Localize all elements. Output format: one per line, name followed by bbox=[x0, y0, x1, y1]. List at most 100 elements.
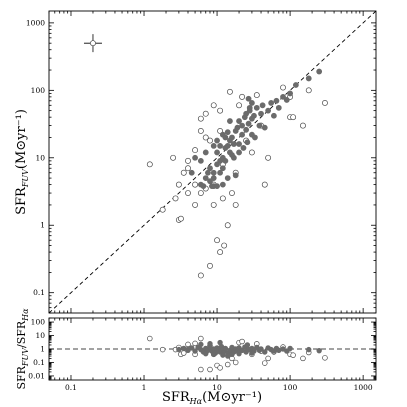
x-tick-label: 100 bbox=[283, 383, 298, 392]
ratio-y-tick-label: 0.1 bbox=[33, 358, 45, 367]
data-point-filled bbox=[245, 95, 252, 102]
data-point-open bbox=[214, 237, 221, 244]
ratio-point-open bbox=[322, 355, 328, 361]
main-y-tick-labels: 0.1 1 10 100 1000 bbox=[26, 18, 45, 297]
ratio-point-open bbox=[290, 352, 296, 358]
ratio-point-filled bbox=[262, 349, 268, 355]
data-point-filled bbox=[232, 172, 239, 179]
data-point-open bbox=[207, 137, 213, 144]
ratio-point-filled bbox=[249, 350, 255, 356]
x-title-unit: (M⊙yr⁻¹) bbox=[202, 390, 262, 405]
data-point-filled bbox=[243, 126, 250, 133]
ratio-y-tick-label: 0.01 bbox=[28, 371, 45, 380]
data-point-filled bbox=[236, 149, 242, 156]
data-point-open bbox=[210, 201, 217, 208]
data-point-filled bbox=[292, 82, 299, 88]
ratio-point-open bbox=[224, 361, 231, 368]
ratio-point-filled bbox=[287, 345, 293, 352]
data-point-filled bbox=[245, 120, 252, 127]
data-point-filled bbox=[210, 169, 217, 176]
data-point-filled bbox=[230, 141, 237, 147]
ratio-y-ticks bbox=[49, 317, 376, 381]
data-point-open bbox=[180, 169, 187, 176]
data-point-open bbox=[265, 154, 272, 161]
data-point-open bbox=[185, 157, 191, 164]
data-point-filled bbox=[217, 169, 223, 176]
data-point-open bbox=[321, 100, 328, 106]
ratio-point-open bbox=[265, 355, 271, 362]
data-point-filled bbox=[275, 104, 282, 111]
ratio-point-filled bbox=[229, 351, 235, 358]
ratio-point-open bbox=[181, 350, 187, 356]
data-point-filled bbox=[207, 165, 213, 172]
data-point-open bbox=[217, 249, 224, 256]
data-point-filled bbox=[252, 134, 258, 141]
data-point-open bbox=[239, 93, 246, 100]
data-point-open bbox=[192, 147, 199, 154]
data-point-open bbox=[229, 190, 235, 197]
ratio-point-filled bbox=[207, 340, 213, 347]
ratio-y-tick-label: 100 bbox=[31, 318, 46, 327]
data-point-filled bbox=[224, 175, 231, 181]
data-point-filled bbox=[229, 152, 235, 158]
data-point-filled bbox=[259, 102, 266, 109]
main-y-title-main: SFR bbox=[14, 186, 29, 215]
data-point-filled bbox=[200, 183, 207, 190]
data-point-filled bbox=[251, 112, 257, 119]
ratio-y-axis-title: SFRFUV/SFRHα bbox=[15, 308, 30, 390]
ratio-point-open bbox=[185, 341, 191, 348]
data-point-filled bbox=[192, 154, 198, 161]
ratio-point-open bbox=[159, 346, 166, 353]
data-point-open bbox=[248, 149, 255, 156]
data-point-filled bbox=[197, 157, 204, 164]
data-point-filled bbox=[207, 178, 213, 185]
data-point-open bbox=[192, 181, 199, 188]
ratio-point-filled bbox=[211, 351, 217, 358]
x-title-sub: Hα bbox=[189, 397, 203, 406]
data-point-open bbox=[221, 242, 228, 249]
data-point-open bbox=[253, 92, 260, 99]
data-point-filled bbox=[210, 143, 217, 149]
data-point-open bbox=[232, 201, 239, 208]
data-point-open bbox=[224, 222, 231, 229]
ratio-point-filled bbox=[306, 346, 312, 353]
main-y-tick-label: 1 bbox=[40, 221, 45, 230]
data-point-filled bbox=[265, 107, 272, 114]
data-point-open bbox=[207, 262, 213, 269]
data-point-open bbox=[305, 87, 312, 94]
main-y-axis-title: SFRFUV(M⊙yr⁻¹) bbox=[14, 109, 30, 215]
main-plot-frame bbox=[48, 10, 377, 314]
data-point-filled bbox=[222, 157, 229, 164]
ratio-y-title-sub: FUV bbox=[21, 347, 30, 367]
ratio-point-filled bbox=[192, 348, 198, 354]
data-point-open bbox=[202, 134, 209, 141]
data-point-filled bbox=[219, 181, 226, 188]
ratio-point-open bbox=[198, 366, 204, 373]
data-point-filled bbox=[214, 149, 220, 156]
ratio-point-filled bbox=[198, 341, 204, 348]
main-panel: 0.1 1 10 100 1000 bbox=[26, 10, 377, 314]
ratio-point-open bbox=[262, 360, 268, 366]
ratio-point-filled bbox=[203, 350, 209, 357]
data-point-filled bbox=[219, 131, 226, 138]
data-point-filled bbox=[280, 93, 286, 100]
ratio-y-tick-label: 10 bbox=[35, 331, 45, 340]
ratio-point-filled bbox=[217, 339, 223, 346]
data-point-open bbox=[261, 181, 268, 188]
main-y-ticks bbox=[49, 22, 376, 314]
data-point-filled bbox=[227, 118, 233, 124]
data-point-filled bbox=[229, 134, 235, 141]
data-point-filled bbox=[224, 143, 231, 149]
ratio-point-open bbox=[147, 335, 153, 342]
x-tick-label: 1000 bbox=[354, 383, 373, 392]
data-point-open bbox=[290, 114, 297, 121]
data-point-open bbox=[210, 102, 217, 109]
data-point-open bbox=[185, 165, 191, 172]
data-point-filled bbox=[217, 143, 223, 149]
data-point-filled bbox=[261, 124, 268, 131]
ratio-y-tick-label: 1 bbox=[40, 345, 45, 354]
data-point-open bbox=[146, 161, 153, 168]
data-point-filled bbox=[249, 100, 255, 106]
data-point-filled bbox=[268, 100, 275, 106]
